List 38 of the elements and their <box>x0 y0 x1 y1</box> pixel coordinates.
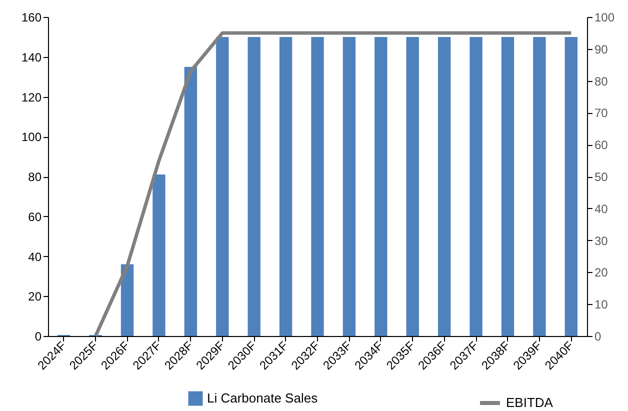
bar <box>470 36 482 336</box>
line-series <box>94 31 573 338</box>
bar <box>342 36 356 336</box>
bar <box>311 36 324 336</box>
y2-tick-label: 10 <box>594 298 608 312</box>
y2-tick-label: 90 <box>594 42 608 56</box>
y2-tick-label: 30 <box>594 234 608 248</box>
bar <box>501 36 514 336</box>
y2-tick-label: 20 <box>594 266 608 280</box>
y-tick-label: 80 <box>28 170 42 184</box>
y-tick-label: 120 <box>21 90 42 104</box>
bar <box>406 36 419 336</box>
legend-label: EBITDA <box>506 395 554 410</box>
y-tick-label: 40 <box>28 250 42 264</box>
bar <box>152 174 166 336</box>
y2-tick-label: 60 <box>594 138 608 152</box>
bar <box>438 36 451 336</box>
y-tick-label: 60 <box>28 210 42 224</box>
bar <box>248 36 260 336</box>
legend-label: Li Carbonate Sales <box>207 390 318 406</box>
y-tick-label: 0 <box>34 330 42 344</box>
y2-tick-label: 100 <box>594 10 615 24</box>
bar <box>216 36 229 336</box>
y2-tick-label: 0 <box>594 330 602 344</box>
y-tick-label: 140 <box>21 50 42 64</box>
y2-tick-label: 50 <box>594 170 608 184</box>
bar <box>564 36 578 336</box>
y2-tick-label: 80 <box>594 74 608 88</box>
bar <box>184 66 198 336</box>
bar <box>279 36 292 336</box>
y2-tick-label: 70 <box>594 106 608 120</box>
bar <box>120 264 134 336</box>
y-tick-label: 20 <box>28 290 42 304</box>
bar <box>374 36 388 336</box>
bar <box>533 36 546 336</box>
y-tick-label: 100 <box>21 130 42 144</box>
y2-tick-label: 40 <box>594 202 608 216</box>
y-tick-label: 160 <box>21 10 42 24</box>
